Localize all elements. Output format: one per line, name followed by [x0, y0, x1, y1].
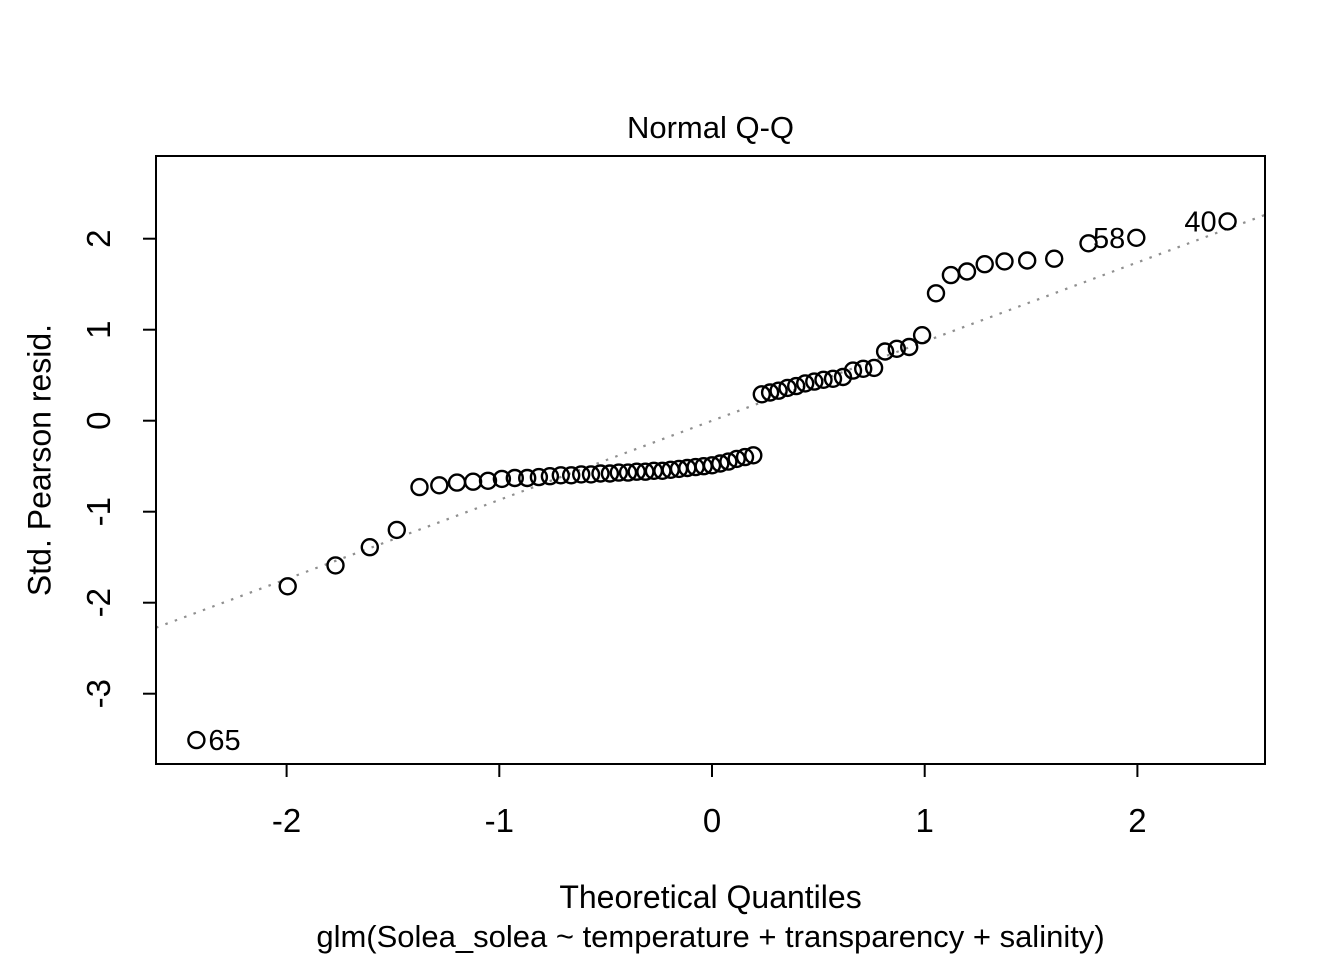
data-point	[752, 385, 771, 404]
data-point	[854, 359, 873, 378]
data-point	[410, 477, 429, 497]
y-tick-label: 1	[80, 321, 117, 339]
data-point	[492, 469, 512, 489]
data-point	[360, 538, 379, 557]
data-point	[187, 730, 206, 750]
data-point	[1079, 234, 1098, 253]
data-point	[463, 472, 483, 491]
data-point	[769, 381, 788, 400]
data-point	[805, 372, 824, 391]
data-point	[505, 468, 524, 488]
data-point	[864, 358, 884, 378]
x-tick-label: 1	[916, 802, 934, 839]
data-point	[1127, 228, 1146, 248]
data-point	[551, 466, 570, 485]
data-point	[787, 376, 806, 396]
data-point	[719, 452, 738, 471]
data-point	[387, 520, 406, 540]
point-label: 58	[1093, 223, 1125, 255]
x-tick-label: -1	[485, 802, 514, 839]
data-point	[430, 476, 449, 495]
data-point	[711, 454, 730, 473]
y-tick-label: 0	[80, 412, 117, 430]
data-point	[618, 463, 638, 482]
data-point	[843, 361, 863, 380]
data-point	[540, 467, 560, 486]
data-point	[823, 369, 843, 388]
qq-reference-line	[155, 213, 1266, 629]
chart-title: Normal Q-Q	[626, 110, 795, 145]
data-point	[529, 467, 549, 487]
data-point	[975, 255, 994, 274]
point-label: 40	[1184, 206, 1216, 238]
x-tick-label: 0	[703, 802, 721, 839]
y-axis-title: Std. Pearson resid.	[21, 323, 58, 597]
data-point	[727, 449, 746, 469]
y-tick-label: -2	[80, 588, 117, 617]
data-point	[887, 339, 906, 358]
data-point	[995, 252, 1014, 271]
data-point	[957, 262, 977, 281]
data-point	[572, 465, 591, 484]
y-tick-label: -3	[80, 679, 117, 708]
data-point	[912, 326, 932, 345]
x-axis-title: Theoretical Quantiles	[559, 879, 862, 915]
data-point	[591, 464, 610, 483]
data-point	[744, 446, 763, 465]
y-tick-label: 2	[80, 230, 117, 248]
data-point	[814, 370, 833, 389]
data-point	[941, 265, 961, 285]
y-tick-label: -1	[80, 497, 117, 526]
point-label: 65	[208, 725, 240, 757]
data-point	[627, 462, 646, 481]
data-point	[778, 378, 797, 398]
data-point	[735, 447, 755, 467]
x-tick-label: -2	[272, 802, 301, 839]
x-tick-label: 2	[1128, 802, 1146, 839]
data-point	[796, 374, 815, 393]
data-point	[875, 342, 895, 361]
data-point	[760, 383, 780, 402]
data-point	[600, 464, 620, 483]
data-point	[900, 337, 919, 357]
model-formula-subtitle: glm(Solea_solea ~ temperature + transpar…	[316, 919, 1105, 954]
data-point	[609, 463, 628, 482]
data-point	[926, 284, 946, 303]
data-point	[447, 473, 467, 492]
plot-box	[155, 155, 1266, 765]
data-point	[278, 577, 297, 596]
data-point	[1218, 212, 1237, 231]
data-point	[833, 367, 853, 387]
data-point	[518, 468, 537, 488]
data-point	[581, 465, 601, 484]
data-point	[478, 471, 498, 490]
data-point	[562, 466, 581, 485]
data-point	[326, 556, 345, 575]
data-point	[1017, 251, 1037, 270]
data-point	[1044, 249, 1064, 268]
